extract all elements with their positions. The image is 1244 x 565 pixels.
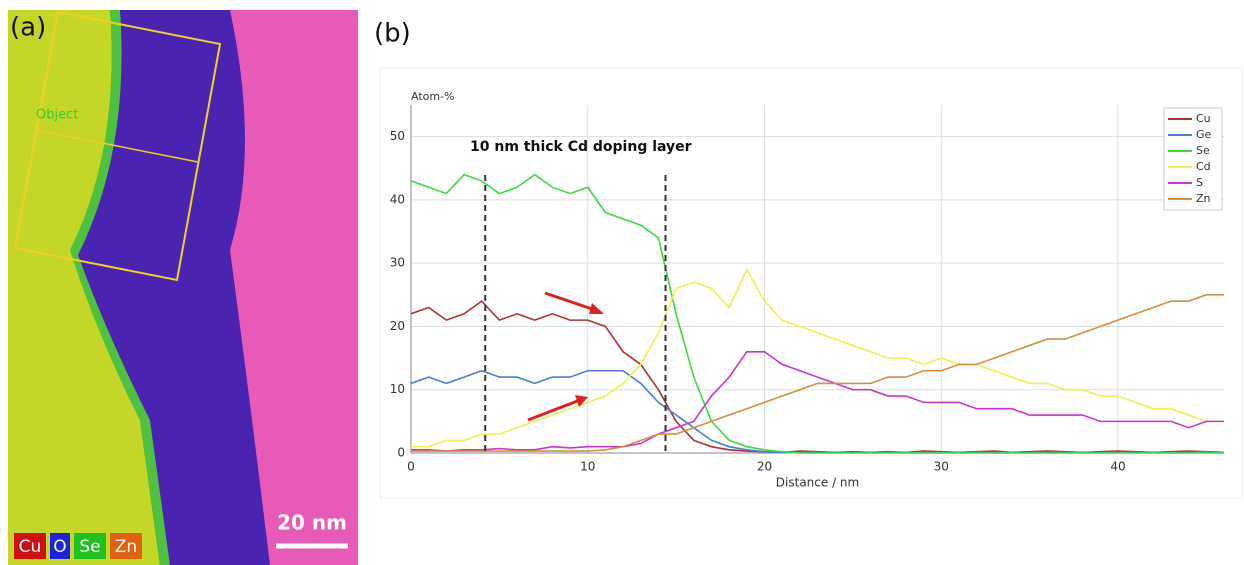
pink-region (230, 10, 358, 565)
y-tick-label: 40 (390, 192, 405, 206)
series-line (410, 173, 1224, 454)
legend-label: Cu (1196, 112, 1211, 125)
legend-label: Zn (115, 537, 137, 557)
y-tick-label: 0 (397, 446, 405, 460)
legend-label: S (1196, 176, 1203, 189)
series-line (411, 350, 1224, 452)
arrow-head (589, 303, 604, 314)
scale-bar-label: 20 nm (277, 511, 347, 535)
arrow (544, 291, 599, 313)
y-axis-label: Atom-% (411, 90, 455, 103)
x-tick-label: 30 (934, 460, 949, 474)
annotation: 10 nm thick Cd doping layer (470, 139, 692, 155)
legend-label: Zn (1196, 192, 1211, 205)
legend-label: Cu (19, 537, 42, 557)
legend-swatch (50, 533, 70, 559)
roi-line (35, 129, 199, 163)
arrows (527, 291, 604, 422)
panel-label: (a) (10, 13, 46, 43)
chart: 0 10 20 30 40 50 0 10 20 30 40 Atom-% Distance / nm 1… (390, 90, 1225, 490)
legend-swatch (110, 533, 142, 559)
x-tick-label: 10 (580, 460, 595, 474)
legend-swatch (14, 533, 46, 559)
legend-box (1163, 107, 1223, 211)
purple-region (78, 10, 270, 565)
series-line (411, 267, 1224, 448)
y-tick-label: 20 (390, 319, 405, 333)
arrow-head (575, 395, 588, 407)
map-legend: Cu O Se Zn (14, 533, 142, 559)
y-tick-label: 30 (390, 256, 405, 270)
x-tick-label: 40 (1110, 460, 1125, 474)
legend-label: O (53, 537, 66, 557)
legend-label: Ge (1196, 128, 1212, 141)
legend-label: Se (1196, 144, 1210, 157)
series-line (411, 294, 1224, 452)
chart-frame (379, 67, 1243, 499)
roi-box (13, 10, 222, 282)
panel-label: (b) (374, 19, 411, 49)
arrow (527, 398, 581, 422)
legend-swatch (74, 533, 106, 559)
panel-a: (a) Object Cu O Se Zn 20 nm (8, 10, 358, 565)
legend-label: Se (79, 537, 100, 557)
y-tick-label: 10 (390, 382, 405, 396)
legend-label: Cd (1196, 160, 1211, 173)
x-tick-label: 20 (757, 460, 772, 474)
y-tick-label: 50 (390, 129, 405, 143)
x-tick-label: 0 (407, 460, 415, 474)
x-axis-label: Distance / nm (776, 476, 859, 490)
yellow-region (8, 10, 160, 565)
green-band (70, 10, 170, 565)
object-label: Object (36, 108, 78, 123)
